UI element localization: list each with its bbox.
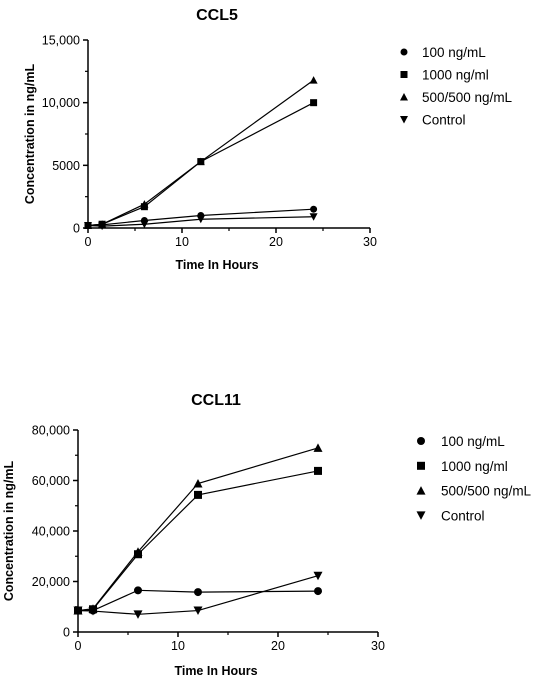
legend-marker-control bbox=[400, 116, 408, 124]
data-point-500-500-ng-ml bbox=[313, 443, 323, 452]
data-point-control bbox=[309, 213, 318, 221]
data-point-control bbox=[88, 607, 98, 616]
x-tick-label: 30 bbox=[363, 235, 377, 249]
x-axis-label: Time In Hours bbox=[174, 664, 257, 678]
legend-marker-1000-ng-ml bbox=[400, 71, 408, 78]
data-point-100-ng-ml bbox=[314, 587, 322, 596]
x-tick-label: 20 bbox=[271, 639, 285, 653]
data-point-1000-ng-ml bbox=[314, 466, 322, 475]
data-point-control bbox=[133, 610, 143, 619]
y-tick-label: 5000 bbox=[52, 159, 80, 173]
y-tick-label: 0 bbox=[63, 626, 70, 640]
x-tick-label: 30 bbox=[371, 639, 385, 653]
data-point-100-ng-ml bbox=[194, 588, 202, 597]
x-tick-label: 0 bbox=[85, 235, 92, 249]
data-point-500-500-ng-ml bbox=[193, 479, 203, 488]
y-axis-label: Concentration in ng/mL bbox=[23, 64, 37, 205]
y-tick-label: 20,000 bbox=[32, 575, 70, 589]
legend-marker-500-500-ng-ml bbox=[400, 93, 408, 101]
legend-marker-1000-ng-ml bbox=[417, 461, 425, 470]
legend-label-100-ng-ml: 100 ng/mL bbox=[422, 45, 486, 60]
y-tick-label: 0 bbox=[73, 222, 80, 236]
data-point-control bbox=[73, 606, 83, 616]
y-tick-label: 60,000 bbox=[32, 474, 70, 488]
y-tick-label: 15,000 bbox=[42, 34, 80, 48]
legend-marker-100-ng-ml bbox=[417, 437, 425, 445]
data-point-control bbox=[313, 571, 323, 581]
data-point-500-500-ng-ml bbox=[196, 157, 205, 166]
series-line-500-500-ng-ml bbox=[87, 79, 314, 227]
y-tick-label: 40,000 bbox=[32, 525, 70, 539]
data-point-1000-ng-ml bbox=[194, 490, 202, 499]
y-axis-label: Concentration in ng/mL bbox=[2, 461, 16, 602]
legend-label-1000-ng-ml: 1000 ng/ml bbox=[441, 459, 508, 474]
data-point-500-500-ng-ml bbox=[309, 76, 318, 84]
data-point-100-ng-ml bbox=[310, 205, 318, 213]
x-tick-label: 10 bbox=[171, 639, 185, 653]
legend-label-control: Control bbox=[441, 508, 485, 523]
data-point-500-500-ng-ml bbox=[133, 547, 143, 556]
legend-label-500-500-ng-ml: 500/500 ng/mL bbox=[441, 484, 532, 499]
chart-title: CCL5 bbox=[196, 7, 238, 24]
legend-label-control: Control bbox=[422, 113, 466, 128]
data-point-500-500-ng-ml bbox=[140, 200, 149, 208]
data-point-100-ng-ml bbox=[134, 586, 142, 595]
x-tick-label: 10 bbox=[175, 235, 189, 249]
data-point-control bbox=[98, 222, 107, 231]
legend-marker-control bbox=[416, 511, 426, 520]
legend-label-1000-ng-ml: 1000 ng/ml bbox=[422, 68, 489, 83]
legend-label-100-ng-ml: 100 ng/mL bbox=[441, 434, 505, 449]
data-point-control bbox=[193, 606, 203, 616]
x-axis-label: Time In Hours bbox=[175, 258, 258, 272]
y-tick-label: 10,000 bbox=[42, 96, 80, 110]
data-point-control bbox=[196, 215, 205, 224]
data-point-1000-ng-ml bbox=[310, 99, 318, 107]
legend-marker-500-500-ng-ml bbox=[416, 486, 426, 495]
data-point-control bbox=[84, 221, 92, 230]
y-tick-label: 80,000 bbox=[32, 424, 70, 438]
x-tick-label: 0 bbox=[75, 639, 82, 653]
legend-label-500-500-ng-ml: 500/500 ng/mL bbox=[422, 90, 513, 105]
chart-title: CCL11 bbox=[191, 392, 241, 409]
legend-marker-100-ng-ml bbox=[400, 48, 408, 56]
chart-panel-ccl11: CCL11 0 10 20 30 0 20,000 40,000 60,000 80,000 Tim… bbox=[2, 392, 532, 678]
chart-panel-ccl5: CCL5 0 10 20 30 0 5000 10,000 15,000 Time In Hour… bbox=[23, 7, 513, 272]
x-tick-label: 20 bbox=[269, 235, 283, 249]
data-point-control bbox=[140, 220, 149, 229]
